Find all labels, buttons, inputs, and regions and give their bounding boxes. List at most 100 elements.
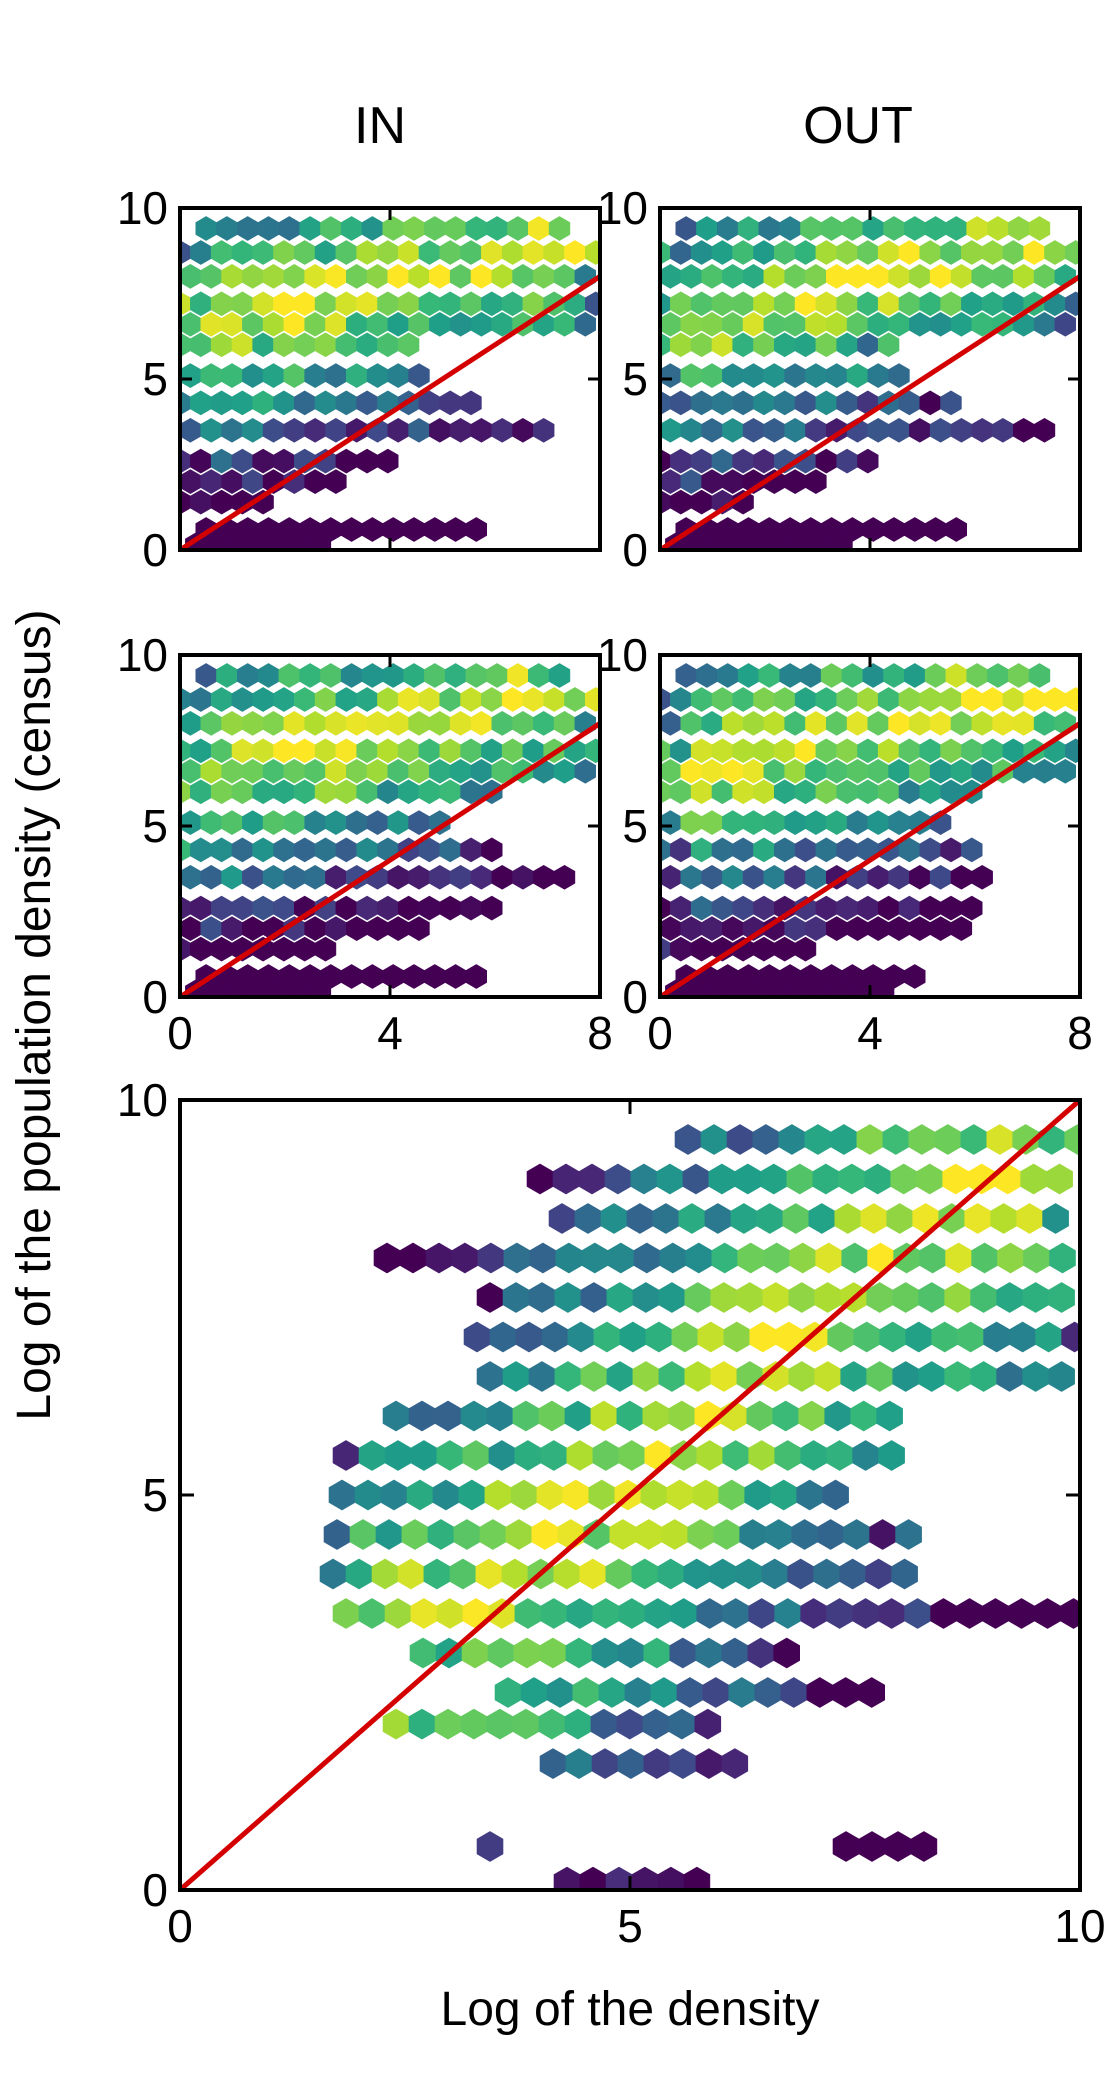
hexbin-cell <box>713 1519 740 1550</box>
hexbin-cell <box>658 1282 686 1313</box>
hexbin-cell <box>983 1321 1010 1353</box>
hexbin-cell <box>950 264 973 289</box>
hexbin-cell <box>1033 264 1056 289</box>
hexbin-cell <box>794 779 817 805</box>
hexbin-cell <box>883 517 905 542</box>
hexbin-cell <box>304 810 326 835</box>
hexbin-cell <box>617 1637 645 1669</box>
hexbin-cell <box>553 758 576 784</box>
hexbin-cell <box>670 1598 697 1629</box>
hexbin-cell <box>702 1677 730 1708</box>
hexbin-cell <box>210 837 233 863</box>
hexbin-cell <box>970 1361 997 1392</box>
hexbin-cell <box>832 1677 859 1708</box>
hexbin-cell <box>1042 1203 1069 1234</box>
hexbin-cell <box>898 738 921 764</box>
hexbin-cell <box>408 810 430 835</box>
hexbin-cell <box>314 291 337 317</box>
hexbin-cell <box>805 469 827 494</box>
hexbin-cell <box>924 663 947 688</box>
hexbin-cell <box>425 1242 453 1274</box>
hexbin-cell <box>774 738 796 764</box>
hexbin-cell <box>591 1637 619 1669</box>
hexbin-cell <box>964 1203 991 1234</box>
hexbin-cell <box>971 417 993 443</box>
hexbin-cell <box>695 1748 723 1779</box>
x-tick-label: 5 <box>617 1900 643 1952</box>
hexbin-cell <box>850 1400 877 1432</box>
hexbin-cell <box>670 936 692 962</box>
hexbin-cell <box>200 417 222 443</box>
hexbin-cell <box>475 1558 503 1590</box>
hexbin-cell <box>660 810 682 835</box>
hexbin-cell <box>231 291 253 317</box>
hexbin-cell <box>616 1400 644 1432</box>
hexbin-cell <box>704 1203 732 1234</box>
hexbin-cell <box>753 240 775 265</box>
hexbin-cell <box>680 469 702 494</box>
hexbin-cell <box>696 216 718 241</box>
hexbin-cell <box>701 711 723 736</box>
hexbin-cell <box>961 291 983 317</box>
hexbin-cell <box>784 417 806 443</box>
hexbin-cell <box>494 1677 522 1708</box>
hexbin-cell <box>800 1598 827 1629</box>
hexbin-cell <box>221 417 243 443</box>
hexbin-cell <box>325 363 347 388</box>
hexbin-cell <box>346 711 368 736</box>
hexbin-cell <box>685 1242 713 1274</box>
hexbin-cell <box>335 738 357 764</box>
hexbin-cell <box>403 517 425 542</box>
hexbin-cell <box>722 864 744 890</box>
hexbin-cell <box>366 363 389 388</box>
hexbin-cell <box>971 711 993 736</box>
hexbin-cell <box>273 687 295 712</box>
hexbin-cell <box>221 758 243 784</box>
hexbin-cell <box>210 489 233 515</box>
hexbin-cell <box>779 663 801 688</box>
hexbin-cell <box>884 1831 912 1862</box>
hexbin-cell <box>753 390 775 416</box>
hexbin-cell <box>460 1708 488 1740</box>
hexbin-cell <box>774 837 796 863</box>
hexbin-cell <box>325 916 347 941</box>
hexbin-cell <box>387 311 409 337</box>
hexbin-cell <box>721 1637 749 1669</box>
hexbin-cell <box>481 240 503 265</box>
hexbin-cell <box>574 1203 602 1234</box>
hexbin-cell <box>774 291 796 317</box>
hexbin-cell <box>190 489 212 515</box>
hexbin-cell <box>273 837 295 863</box>
hexbin-cell <box>354 1479 382 1511</box>
hexbin-cell <box>325 758 347 784</box>
hexbin-cell <box>283 264 305 289</box>
hexbin-cell <box>690 448 713 474</box>
hexbin-cell <box>668 1708 696 1740</box>
hexbin-cell <box>732 779 754 805</box>
hexbin-cell <box>252 240 274 265</box>
hexbin-cell <box>304 758 326 784</box>
hexbin-cell <box>335 779 357 805</box>
hexbin-cell <box>815 779 837 805</box>
hexbin-cell <box>408 363 430 388</box>
hexbin-cell <box>242 469 264 494</box>
hexbin-cell <box>1009 1321 1036 1353</box>
hexbin-cell <box>513 1637 541 1669</box>
hexbin-cell <box>501 240 524 265</box>
hexbin-cell <box>458 1479 486 1511</box>
hexbin-cell <box>1033 311 1056 337</box>
hexbin-cell <box>283 711 305 736</box>
hexbin-cell <box>784 264 806 289</box>
hexbin-cell <box>866 1361 893 1392</box>
hexbin-cell <box>335 291 357 317</box>
hexbin-cell <box>424 517 446 542</box>
hexbin-cell <box>481 837 503 863</box>
reference-line <box>180 1100 1080 1890</box>
hexbin-cell <box>410 1598 438 1629</box>
hexbin-cell <box>756 1203 784 1234</box>
hexbin-cell <box>449 264 472 289</box>
hexbin-cell <box>436 1598 464 1629</box>
hexbin-cell <box>945 663 967 688</box>
reference-line <box>180 274 600 550</box>
hexbin-cell <box>1034 1598 1061 1629</box>
